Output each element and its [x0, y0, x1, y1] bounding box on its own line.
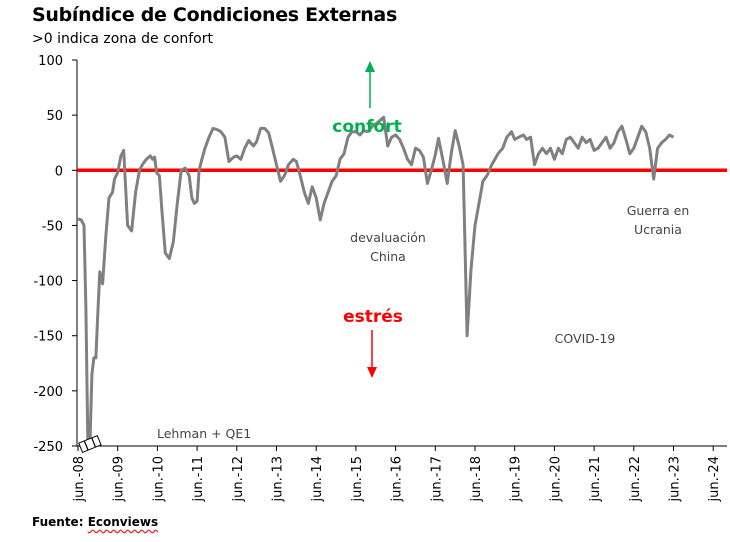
- chart-title: Subíndice de Condiciones Externas: [32, 4, 397, 26]
- x-tick-label: jun.-15: [350, 456, 365, 502]
- x-tick-label: jun.-16: [390, 456, 405, 502]
- axis-break-marker: [78, 434, 102, 454]
- annotation-confort: confort: [332, 117, 401, 137]
- x-tick-label: jun.-18: [469, 456, 484, 502]
- x-tick-label: jun.-09: [112, 456, 127, 502]
- y-tick-label: -50: [42, 219, 63, 234]
- x-tick-label: jun.-24: [707, 456, 722, 502]
- axis-break-box: [78, 434, 102, 454]
- source-note: Fuente: Econviews: [32, 515, 158, 529]
- x-tick-label: jun.-21: [588, 456, 603, 502]
- x-tick-label: jun.-23: [668, 456, 683, 502]
- x-tick-label: jun.-19: [509, 456, 524, 502]
- y-tick-label: -150: [33, 330, 63, 345]
- y-tick-label: 0: [55, 164, 63, 179]
- source-prefix: Fuente:: [32, 515, 88, 529]
- series-line: [77, 115, 675, 448]
- x-tick-label: jun.-17: [429, 456, 444, 502]
- annotation-ucrania: Ucrania: [634, 222, 682, 237]
- annotation-estres: estrés: [343, 307, 403, 327]
- annotation-china: China: [370, 249, 406, 264]
- estres-arrow-head: [367, 367, 377, 378]
- axis-break-slash: [83, 440, 89, 451]
- annotation-guerra: Guerra en: [627, 203, 690, 218]
- x-tick-label: jun.-14: [310, 456, 325, 502]
- y-tick-label: -200: [33, 385, 63, 400]
- y-tick-label: -100: [33, 275, 63, 290]
- chart-subtitle: >0 indica zona de confort: [32, 31, 213, 47]
- x-tick-label: jun.-13: [271, 456, 286, 502]
- annotation-devaluacion: devaluación: [350, 230, 426, 245]
- x-tick-label: jun.-12: [231, 456, 246, 502]
- x-tick-label: jun.-08: [72, 456, 87, 502]
- y-tick-label: -250: [33, 440, 63, 455]
- confort-arrow-head: [365, 61, 375, 72]
- x-tick-label: jun.-11: [191, 456, 206, 502]
- annotation-lehman: Lehman + QE1: [157, 426, 251, 441]
- y-tick-label: 100: [38, 54, 63, 69]
- x-tick-label: jun.-10: [151, 456, 166, 502]
- axis-break-slash: [91, 437, 97, 448]
- source-name: Econviews: [87, 515, 159, 529]
- x-tick-label: jun.-20: [548, 456, 563, 502]
- annotation-covid: COVID-19: [555, 331, 616, 346]
- x-tick-label: jun.-22: [628, 456, 643, 502]
- y-tick-label: 50: [46, 109, 63, 124]
